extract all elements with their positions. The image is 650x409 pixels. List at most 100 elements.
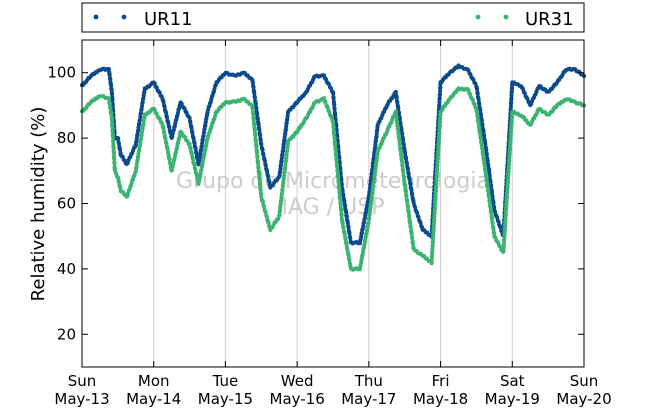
data-point — [393, 89, 398, 95]
data-point — [251, 111, 256, 116]
data-point — [489, 184, 494, 189]
data-point — [111, 146, 116, 151]
data-point — [401, 137, 406, 143]
data-point — [410, 236, 415, 241]
data-point — [475, 87, 480, 92]
data-point — [250, 107, 255, 112]
data-point — [397, 116, 402, 121]
data-point — [161, 100, 166, 105]
legend: UR11 UR31 — [81, 2, 585, 33]
data-point — [192, 141, 197, 146]
data-point — [347, 257, 352, 263]
data-point — [406, 210, 411, 215]
data-point — [257, 177, 262, 182]
data-point — [192, 162, 197, 167]
data-point — [335, 169, 340, 174]
data-point — [255, 155, 260, 160]
data-point — [333, 113, 338, 118]
data-point — [478, 131, 483, 136]
data-point — [343, 236, 348, 241]
data-point — [263, 210, 268, 215]
data-point — [257, 127, 262, 132]
data-point — [187, 115, 192, 120]
data-point — [476, 120, 481, 126]
data-point — [252, 91, 257, 96]
data-point — [333, 147, 338, 152]
data-point — [254, 144, 259, 149]
data-point — [251, 117, 256, 123]
data-point — [491, 227, 496, 232]
data-point — [163, 110, 169, 115]
x-tick-label-date: May-20 — [556, 390, 611, 408]
data-point — [479, 118, 484, 123]
data-point — [485, 158, 490, 163]
data-point — [189, 126, 194, 131]
data-point — [110, 124, 115, 129]
data-point — [347, 231, 352, 236]
data-point — [258, 133, 263, 138]
legend-frame — [81, 2, 585, 33]
data-point — [404, 161, 409, 166]
legend-label-ur11: UR11 — [144, 9, 193, 30]
data-point — [403, 150, 408, 155]
data-point — [338, 197, 343, 202]
data-point — [402, 183, 408, 188]
data-point — [257, 172, 262, 177]
data-point — [259, 194, 264, 199]
data-point — [484, 178, 489, 184]
data-point — [401, 174, 406, 180]
y-tick-label: 40 — [57, 260, 76, 278]
data-point — [339, 208, 344, 213]
data-point — [331, 125, 336, 130]
legend-entry-ur31: UR31 — [475, 9, 574, 30]
data-point — [109, 118, 115, 123]
watermark: Grupo de Micrometeorologia IAG / USP — [176, 169, 490, 220]
data-point — [483, 168, 488, 173]
data-point — [401, 170, 406, 175]
data-point — [408, 225, 413, 230]
data-point — [166, 151, 171, 156]
data-point — [489, 210, 494, 215]
x-tick-label-day: Mon — [138, 372, 170, 390]
data-point — [480, 146, 485, 152]
data-point — [255, 112, 260, 117]
x-tick-label-day: Sat — [500, 372, 525, 390]
x-tick-label-date: May-17 — [341, 390, 396, 408]
data-point — [403, 189, 408, 194]
data-point — [340, 188, 345, 193]
data-point — [366, 220, 371, 225]
data-point — [345, 220, 350, 225]
y-tick-label: 100 — [47, 64, 76, 82]
data-point — [345, 247, 350, 252]
data-point — [256, 166, 261, 171]
y-tick-label: 60 — [57, 195, 76, 213]
data-point — [110, 98, 115, 103]
data-point — [487, 169, 492, 174]
data-point — [399, 159, 405, 164]
plot-area: Grupo de Micrometeorologia IAG / USP 20 4… — [47, 39, 612, 408]
data-point — [262, 158, 267, 163]
data-point — [334, 158, 339, 163]
data-point — [111, 140, 116, 145]
data-point — [482, 163, 487, 168]
data-point — [395, 120, 400, 125]
data-point — [398, 121, 403, 126]
data-point — [394, 95, 399, 100]
data-point — [190, 130, 195, 135]
data-point — [340, 221, 345, 226]
data-point — [161, 126, 166, 131]
x-tick-label-date: May-15 — [198, 390, 253, 408]
data-point — [478, 136, 483, 141]
data-point — [163, 136, 168, 141]
data-point — [489, 190, 495, 195]
data-point — [188, 146, 193, 151]
x-tick-label-date: May-18 — [413, 390, 468, 408]
data-point — [400, 131, 405, 137]
x-tick-label-date: May-13 — [54, 390, 109, 408]
data-point — [118, 147, 123, 152]
data-point — [393, 109, 398, 114]
data-point — [110, 129, 115, 134]
data-point — [165, 147, 170, 152]
data-point — [397, 137, 402, 142]
data-point — [474, 110, 480, 115]
